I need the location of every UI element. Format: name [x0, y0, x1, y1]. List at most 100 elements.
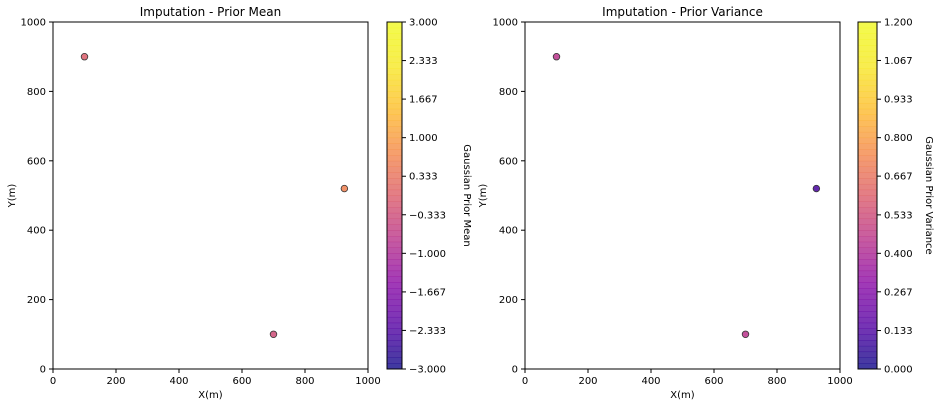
colorbar-segment: [858, 201, 877, 208]
x-tick-label: 1000: [355, 376, 380, 387]
colorbar-tick-label: 0.667: [884, 172, 913, 183]
chart-1: Imputation - Prior Mean 0 200 400 600 800 1000…: [7, 5, 472, 401]
colorbar-segment: [858, 56, 877, 63]
colorbar-segment: [387, 27, 402, 34]
colorbar-segment: [387, 345, 402, 353]
colorbar-segment: [387, 322, 402, 329]
colorbar-segment: [387, 316, 402, 324]
y-tick-label: 800: [27, 87, 46, 98]
colorbar-tick-label: −2.333: [409, 326, 446, 337]
x-tick-label: 400: [641, 376, 660, 387]
colorbar-segment: [858, 91, 877, 98]
colorbar-segment: [858, 149, 877, 156]
colorbar-segment: [387, 259, 402, 266]
colorbar-segment: [858, 363, 877, 370]
y-tick-label: 200: [499, 295, 518, 306]
colorbar-frame: [386, 21, 403, 370]
colorbar-segment: [858, 102, 877, 110]
colorbar-segment: [858, 299, 877, 306]
colorbar-segment: [387, 195, 402, 202]
colorbar-segment: [858, 137, 877, 144]
colorbar-segment: [387, 56, 402, 63]
colorbar-segment: [858, 114, 877, 121]
colorbar-segment: [387, 311, 402, 318]
y-tick-label: 400: [499, 226, 518, 237]
y-tick-label: 600: [499, 156, 518, 167]
x-tick-label: 0: [50, 376, 56, 387]
colorbar-segment: [858, 218, 877, 225]
colorbar-segment: [858, 340, 877, 347]
colorbar-segment: [858, 351, 877, 358]
colorbar-segment: [387, 155, 402, 162]
colorbar-segment: [858, 253, 877, 260]
colorbar-segment: [387, 137, 402, 144]
colorbar-tick-label: 0.333: [409, 172, 438, 183]
colorbar-segment: [387, 178, 402, 185]
x-tick-label: 600: [704, 376, 723, 387]
data-point: [552, 53, 561, 61]
colorbar-segment: [858, 207, 877, 214]
colorbar-tick-label: −0.333: [409, 210, 446, 221]
colorbar-segment: [858, 62, 877, 69]
x-tick-label: 200: [578, 376, 597, 387]
colorbar-segment: [387, 172, 402, 179]
colorbar-segment: [858, 166, 877, 173]
colorbar-segment: [387, 218, 402, 225]
colorbar-segment: [858, 33, 877, 40]
colorbar-segment: [387, 126, 402, 133]
colorbar-segment: [387, 189, 402, 196]
colorbar-segment: [858, 259, 877, 266]
colorbar-segment: [387, 85, 402, 92]
y-tick-label: 0: [512, 365, 518, 376]
y-tick-label: 1000: [21, 18, 46, 29]
colorbar-segment: [387, 241, 402, 248]
colorbar-tick-label: −1.000: [409, 249, 446, 260]
colorbar-segment: [387, 62, 402, 69]
colorbar-segment: [387, 340, 402, 347]
data-point: [80, 53, 89, 61]
x-axis-label: X(m): [670, 390, 694, 401]
colorbar-label: Gaussian Prior Mean: [461, 144, 472, 246]
chart-title: Imputation - Prior Variance: [602, 5, 763, 19]
colorbar-tick-label: 2.333: [409, 56, 438, 67]
colorbar-segment: [858, 328, 877, 335]
colorbar-segment: [387, 363, 402, 370]
colorbar-segment: [387, 288, 402, 295]
colorbar-segment: [387, 74, 402, 81]
colorbar-segment: [858, 235, 877, 243]
x-tick-label: 800: [767, 376, 786, 387]
chart-title: Imputation - Prior Mean: [140, 5, 282, 19]
colorbar-segment: [387, 114, 402, 121]
colorbar: −3.000 −2.333 −1.667 −1.000 −0.333 0.333 1.000…: [386, 18, 472, 376]
colorbar-segment: [387, 247, 402, 254]
y-axis-label: Y(m): [7, 184, 18, 209]
colorbar-segment: [858, 74, 877, 81]
colorbar-segment: [387, 282, 402, 289]
colorbar-tick-label: 0.400: [884, 249, 913, 260]
colorbar-segment: [858, 282, 877, 289]
colorbar-tick-label: −3.000: [409, 365, 446, 376]
colorbar-segment: [858, 45, 877, 52]
y-tick-label: 800: [499, 87, 518, 98]
colorbar-segment: [858, 85, 877, 92]
colorbar-segment: [858, 108, 877, 115]
colorbar-segment: [858, 22, 877, 29]
colorbar-segment: [387, 299, 402, 306]
colorbar-segment: [387, 201, 402, 208]
colorbar-segment: [858, 50, 877, 58]
y-axis-label: Y(m): [478, 184, 489, 209]
colorbar-frame: [857, 21, 878, 370]
colorbar-segment: [858, 126, 877, 133]
colorbar-tick-label: 1.067: [884, 56, 913, 67]
colorbar-segment: [858, 195, 877, 202]
colorbar-tick-label: 0.000: [884, 365, 913, 376]
colorbar-segment: [387, 39, 402, 46]
colorbar-label: Gaussian Prior Variance: [923, 136, 934, 254]
colorbar-tick-label: 0.267: [884, 287, 913, 298]
colorbar-segment: [387, 207, 402, 214]
colorbar-segment: [858, 97, 877, 104]
colorbar-segment: [387, 79, 402, 87]
colorbar-segment: [858, 322, 877, 329]
colorbar-segment: [387, 235, 402, 243]
